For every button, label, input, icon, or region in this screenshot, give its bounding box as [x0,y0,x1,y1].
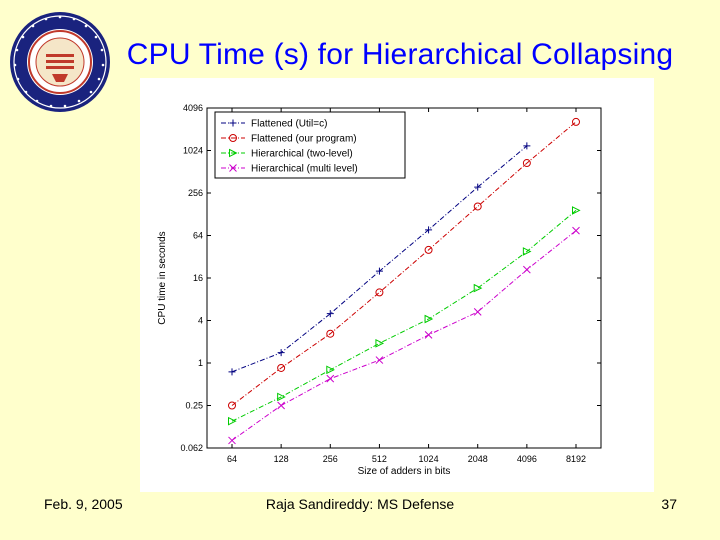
legend-label-3: Hierarchical (multi level) [251,164,358,175]
y-tick-label: 4096 [183,103,203,113]
data-point-series-1 [572,117,580,126]
slide-author: Raja Sandireddy: MS Defense [265,496,455,512]
legend-label-0: Flattened (Util=c) [251,119,327,130]
series-line-2 [231,210,577,422]
data-point-series-2 [424,314,434,324]
y-tick-label: 1 [198,358,203,368]
slide-date: Feb. 9, 2005 [44,496,123,512]
y-tick-label: 1024 [183,146,203,156]
slide-title: CPU Time (s) for Hierarchical Collapsing [126,38,674,71]
y-tick-label: 16 [193,273,203,283]
data-point-series-0 [474,183,482,191]
university-seal-logo [10,12,110,112]
data-point-series-3 [473,308,482,316]
x-tick-label: 4096 [517,454,537,464]
data-point-series-2 [572,206,581,215]
data-point-series-3 [424,331,433,339]
legend-marker-2 [229,148,238,158]
data-point-series-3 [572,226,580,235]
slide-page-number: 37 [661,496,677,512]
y-tick-label: 4 [198,316,203,326]
data-point-series-1 [326,329,335,338]
cpu-time-chart: 0.062 0.25 1 4 16 64 256 1024 4096 64 128 256 512 102… [157,103,602,477]
legend-box [214,111,406,179]
legend-label-1: Flattened (our program) [251,134,357,145]
x-tick-label: 64 [227,454,237,464]
data-point-series-0 [523,142,531,150]
data-point-series-0 [425,226,433,234]
data-point-series-0 [277,349,285,357]
y-tick-label: 0.25 [185,401,203,411]
data-point-series-1 [375,288,384,297]
series-line-3 [231,230,577,441]
data-point-series-1 [277,363,286,372]
legend-label-2: Hierarchical (two-level) [251,149,353,160]
legend-marker-3 [229,164,237,172]
data-point-series-2 [522,247,532,256]
data-point-series-1 [473,202,482,211]
chart-container: 0.062 0.25 1 4 16 64 256 1024 4096 64 128 256 512 102… [140,78,654,492]
data-point-series-1 [424,245,433,254]
x-tick-label: 256 [323,454,338,464]
x-tick-label: 2048 [468,454,488,464]
y-axis-label: CPU time in seconds [157,231,168,324]
x-tick-label: 1024 [419,454,439,464]
data-point-series-0 [375,267,383,275]
data-point-series-3 [523,265,531,274]
y-tick-label: 256 [188,188,203,198]
legend-marker-1 [229,134,237,142]
data-point-series-3 [326,374,335,383]
x-tick-label: 512 [372,454,387,464]
data-point-series-3 [375,356,384,364]
x-axis-label: Size of adders in bits [358,466,451,477]
data-point-series-2 [473,283,483,293]
data-point-series-0 [326,310,334,318]
data-point-series-1 [522,159,531,168]
data-point-series-2 [277,392,286,402]
data-point-series-3 [277,401,285,410]
y-tick-label: 64 [193,231,203,241]
data-point-series-0 [228,368,236,376]
data-point-series-2 [375,339,385,348]
data-point-series-1 [228,401,236,410]
x-tick-label: 8192 [566,454,586,464]
data-point-series-2 [228,416,237,426]
y-tick-label: 0.062 [180,443,203,453]
x-tick-label: 128 [274,454,289,464]
data-point-series-3 [228,436,236,445]
series-line-1 [231,121,577,406]
data-point-series-2 [326,365,335,375]
legend-marker-0 [229,119,237,127]
